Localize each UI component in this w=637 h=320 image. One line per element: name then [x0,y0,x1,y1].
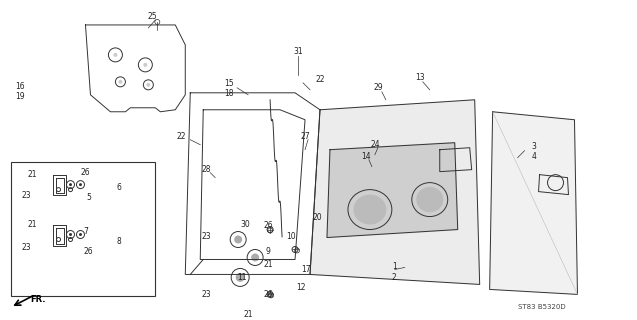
Text: 21: 21 [27,220,36,229]
Text: 25: 25 [148,12,157,21]
Circle shape [69,183,72,186]
Text: 17: 17 [301,265,311,274]
Ellipse shape [354,195,387,225]
Circle shape [147,83,150,87]
Text: 14: 14 [361,152,371,161]
Text: 8: 8 [117,237,121,246]
Text: 23: 23 [201,290,211,299]
Polygon shape [490,112,578,294]
Circle shape [79,183,82,186]
Text: 3: 3 [531,142,536,151]
Text: 7: 7 [83,227,88,236]
Text: 13: 13 [415,73,425,82]
Text: 10: 10 [286,232,296,241]
Text: 5: 5 [86,193,91,202]
Polygon shape [327,143,458,237]
Bar [11,162,155,296]
Text: 11: 11 [238,273,247,282]
Text: 9: 9 [266,247,271,256]
Text: 23: 23 [22,243,32,252]
Circle shape [143,63,147,67]
Text: 19: 19 [15,92,25,101]
Circle shape [69,233,72,236]
Text: 18: 18 [225,89,234,98]
Text: 4: 4 [531,152,536,161]
Text: 12: 12 [296,283,306,292]
Text: 21: 21 [243,310,253,319]
Text: 23: 23 [22,191,32,200]
Polygon shape [310,100,480,284]
Text: 2: 2 [392,273,397,282]
Text: 22: 22 [315,75,325,84]
Text: 27: 27 [300,132,310,141]
Ellipse shape [417,187,443,212]
Text: 30: 30 [240,220,250,229]
Circle shape [113,53,117,57]
Text: 24: 24 [370,140,380,149]
Text: 21: 21 [263,260,273,269]
Text: 21: 21 [27,170,36,179]
Circle shape [251,253,259,261]
Text: 26: 26 [81,168,90,177]
Circle shape [118,80,122,84]
Text: 15: 15 [225,79,234,88]
Text: 23: 23 [201,232,211,241]
Text: FR.: FR. [31,295,46,304]
Circle shape [234,236,242,244]
Circle shape [79,233,82,236]
Text: ST83 B5320D: ST83 B5320D [518,304,565,310]
Text: 26: 26 [263,290,273,299]
Text: 26: 26 [263,221,273,230]
Text: 28: 28 [201,165,211,174]
Text: 26: 26 [83,247,93,256]
Text: 16: 16 [15,82,25,91]
Text: 29: 29 [373,83,383,92]
Text: 31: 31 [293,47,303,56]
Text: 22: 22 [177,132,186,141]
Text: 6: 6 [117,183,121,192]
Text: 1: 1 [392,262,397,271]
Circle shape [236,273,245,282]
Text: 20: 20 [312,213,322,222]
